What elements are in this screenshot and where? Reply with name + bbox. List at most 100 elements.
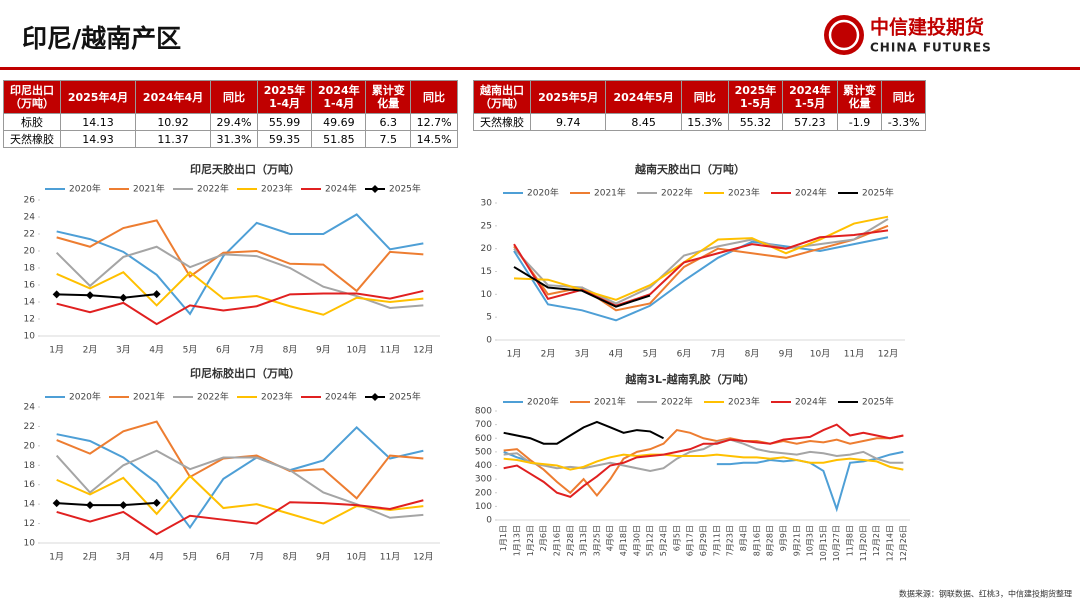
table-cell: 同比 [210,80,258,114]
table-cell: 标胶 [3,113,61,131]
table-row: 标胶 14.13 10.92 29.4% 55.99 49.69 6.3 12.7% [3,113,458,131]
x-tick-label: 5月 [183,552,198,563]
x-tick-label: 2月16日 [552,525,561,556]
point-marker [119,293,128,302]
legend-label: 2022年 [197,391,229,403]
point-marker [86,291,94,300]
table-cell: 29.4% [210,113,258,131]
y-tick-label: 0 [486,516,492,526]
chart-title: 印尼天胶出口（万吨） [190,162,300,176]
x-tick-label: 2月 [83,552,98,563]
x-tick-label: 11月8日 [846,525,855,556]
source: 数据来源：钢联数据、红桃3，中信建投期货整理 [899,589,1072,599]
x-tick-label: 5月12日 [646,525,655,556]
legend-label: 2025年 [862,187,894,199]
table-cell: 印尼出口 （万吨） [3,80,61,114]
table-cell: 12.7% [410,113,458,131]
x-tick-label: 2月6日 [539,525,548,551]
point-marker [119,501,128,510]
x-tick-label: 8月 [745,349,760,360]
y-tick-label: 16 [24,281,36,291]
legend-label: 2021年 [133,391,165,403]
x-tick-label: 10月 [346,345,366,356]
x-tick-label: 2月28日 [566,525,575,556]
y-tick-label: 20 [24,441,36,451]
point-marker [52,499,61,508]
series-line [56,293,157,299]
y-tick-label: 300 [475,475,492,485]
table-cell: 8.45 [605,113,682,131]
legend-label: 2021年 [133,183,165,195]
series-line [513,266,651,308]
y-tick-label: 10 [481,290,493,300]
x-tick-label: 7月11日 [712,525,721,556]
x-tick-label: 10月15日 [819,525,828,561]
logo-cn: 中信建投期货 [870,16,984,39]
table-cell: 累计变 化量 [365,80,412,114]
table-row: 越南出口 （万吨） 2025年5月 2024年5月 同比 2025年 1-5月 2024年… [472,80,926,114]
legend-label: 2020年 [527,187,559,199]
legend-label: 2023年 [261,391,293,403]
x-tick-label: 1月13日 [512,525,521,556]
legend-label: 2024年 [795,187,827,199]
x-tick-label: 8月28日 [766,525,775,556]
table-cell: 越南出口 （万吨） [472,80,532,114]
table-cell: 2024年 1-5月 [782,80,838,114]
x-tick-label: 1月1日 [499,525,508,551]
legend-label: 2025年 [389,391,421,403]
x-tick-label: 8月4日 [739,525,748,551]
x-tick-label: 3月13日 [579,525,588,556]
x-tick-label: 4月30日 [632,525,641,556]
legend-label: 2023年 [261,183,293,195]
series-line [56,426,424,530]
table-cell: 15.3% [680,113,729,131]
legend-label: 2025年 [862,396,894,408]
y-tick-label: 25 [481,221,492,231]
x-tick-label: 8月 [283,345,298,356]
x-tick-label: 5月 [183,345,198,356]
series-line [56,213,424,316]
series-line [56,420,424,500]
x-tick-label: 12月 [878,349,898,360]
table-cell: 55.32 [727,113,784,131]
y-tick-label: 700 [475,420,492,430]
series-line [503,420,664,445]
legend-label: 2023年 [728,187,760,199]
table-cell: 55.99 [256,113,313,131]
x-tick-label: 1月23日 [526,525,535,556]
x-tick-label: 4月6日 [606,525,615,551]
y-tick-label: 18 [24,461,36,471]
table-cell: -1.9 [836,113,883,131]
point-marker [152,498,161,507]
table-cell: 14.5% [410,130,458,148]
y-tick-label: 800 [475,407,492,417]
series-line [503,428,904,498]
table-cell: 2024年 1-4月 [311,80,367,114]
y-tick-label: 500 [475,447,492,457]
y-tick-label: 0 [486,336,492,346]
table-cell: -3.3% [881,113,926,131]
logo-en: CHINA FUTURES [870,41,992,55]
legend-marker [371,393,379,401]
x-tick-label: 10月 [810,349,830,360]
y-tick-label: 12 [24,315,35,325]
series-line [503,450,904,513]
x-tick-label: 4月 [609,349,624,360]
legend-label: 2024年 [795,396,827,408]
chart-title: 越南3L-越南乳胶（万吨） [624,372,754,386]
y-tick-label: 200 [475,488,492,498]
table-cell: 2025年4月 [59,80,137,114]
legend-label: 2024年 [325,183,357,195]
table-cell: 10.92 [135,113,212,131]
legend-label: 2024年 [325,391,357,403]
point-marker [152,290,161,299]
table-cell: 2025年 1-4月 [256,80,313,114]
y-tick-label: 22 [24,230,35,240]
series-line [56,499,424,536]
x-tick-label: 11月 [380,345,400,356]
data-table: 越南出口 （万吨） 2025年5月 2024年5月 同比 2025年 1-5月 2024年… [472,80,926,131]
legend-label: 2022年 [197,183,229,195]
x-tick-label: 7月 [711,349,726,360]
